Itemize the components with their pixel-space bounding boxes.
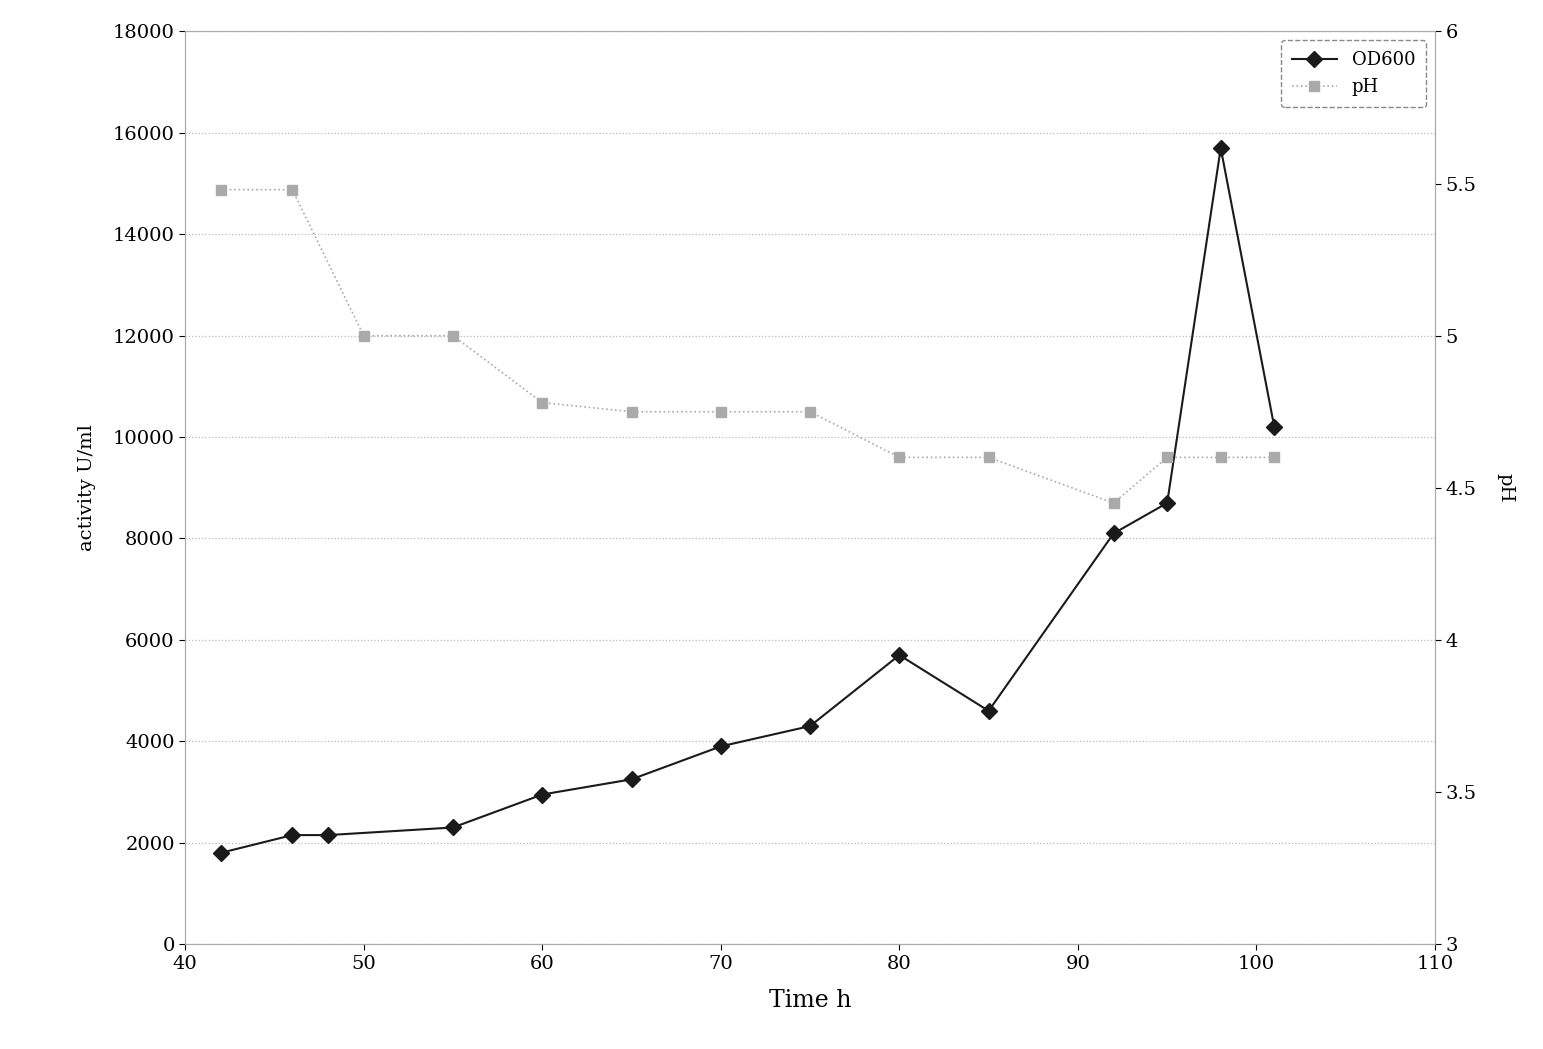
OD600 (444, 821, 463, 834)
pH (801, 406, 819, 419)
OD600 (622, 773, 640, 786)
OD600 (319, 829, 338, 841)
pH (532, 397, 551, 409)
OD600 (282, 829, 301, 841)
pH (622, 406, 640, 419)
Y-axis label: pH: pH (1497, 473, 1514, 502)
OD600 (980, 705, 998, 718)
Y-axis label: activity U/ml: activity U/ml (79, 425, 96, 551)
pH (355, 329, 373, 342)
pH (444, 329, 463, 342)
Line: pH: pH (216, 185, 1279, 508)
OD600 (801, 720, 819, 732)
pH (1105, 497, 1123, 510)
OD600 (211, 847, 230, 859)
OD600 (1157, 497, 1176, 510)
pH (1157, 451, 1176, 464)
pH (211, 184, 230, 196)
pH (711, 406, 730, 419)
pH (1211, 451, 1230, 464)
Legend: OD600, pH: OD600, pH (1281, 41, 1426, 107)
Line: OD600: OD600 (216, 143, 1279, 858)
pH (980, 451, 998, 464)
OD600 (1211, 142, 1230, 154)
pH (282, 184, 301, 196)
X-axis label: Time h: Time h (768, 989, 852, 1012)
OD600 (711, 741, 730, 753)
OD600 (890, 648, 909, 662)
pH (890, 451, 909, 464)
OD600 (1265, 421, 1284, 433)
pH (1265, 451, 1284, 464)
OD600 (1105, 528, 1123, 540)
OD600 (532, 788, 551, 800)
